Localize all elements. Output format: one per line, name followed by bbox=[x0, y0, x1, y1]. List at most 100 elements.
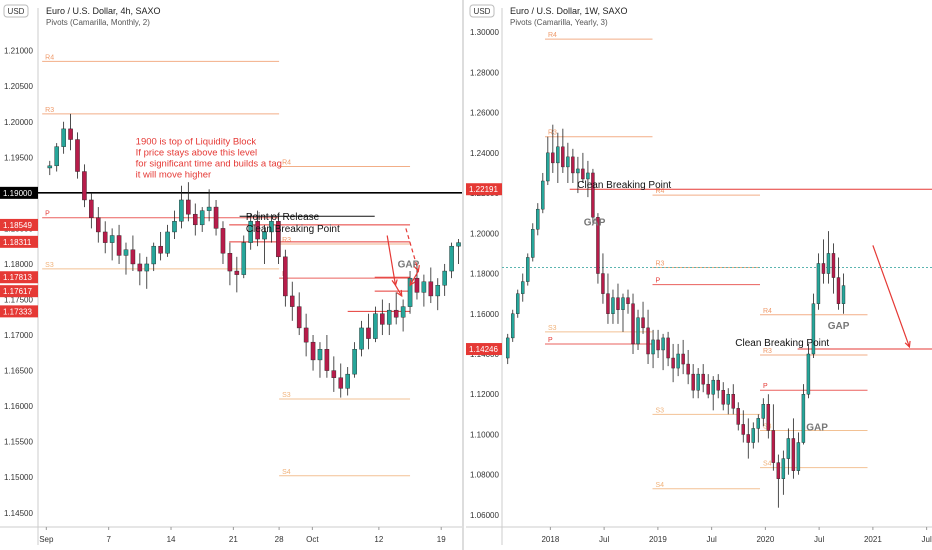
price-label: 1.14246 bbox=[466, 343, 502, 356]
candle-body bbox=[442, 270, 447, 286]
candle-body bbox=[836, 277, 841, 304]
candlestick bbox=[771, 404, 776, 471]
candlestick bbox=[213, 199, 219, 236]
candlestick bbox=[616, 283, 620, 324]
candle-body bbox=[54, 146, 59, 167]
candle-body bbox=[801, 394, 806, 443]
candle-body bbox=[400, 306, 406, 318]
pivot-level-label: R4 bbox=[656, 188, 665, 195]
candle-body bbox=[414, 277, 420, 293]
price-label-text: 1.18549 bbox=[3, 221, 32, 230]
trend-arrow bbox=[872, 245, 911, 349]
candle-body bbox=[234, 270, 240, 275]
candle-body bbox=[179, 199, 184, 222]
candlestick bbox=[386, 303, 392, 336]
y-tick-label: 1.16000 bbox=[470, 310, 499, 319]
price-label-bg bbox=[0, 235, 38, 248]
candle-body bbox=[781, 458, 786, 479]
candle-body bbox=[751, 428, 755, 443]
price-label-text: 1.17813 bbox=[3, 273, 32, 282]
x-tick-label: 28 bbox=[275, 535, 284, 544]
y-tick-label: 1.18000 bbox=[4, 260, 33, 269]
candle-body bbox=[248, 221, 253, 243]
annotation-text: Clean Breaking Point bbox=[246, 224, 340, 235]
price-label-bg bbox=[0, 271, 38, 284]
candlestick bbox=[606, 273, 610, 324]
candle-body bbox=[566, 156, 570, 168]
candle-body bbox=[581, 168, 585, 180]
candlestick bbox=[576, 156, 580, 194]
price-label-bg bbox=[466, 343, 502, 356]
candle-body bbox=[561, 146, 565, 168]
candlestick bbox=[796, 432, 801, 475]
candlestick bbox=[89, 192, 94, 229]
candle-body bbox=[158, 245, 163, 254]
price-label-bg bbox=[466, 183, 502, 196]
candlestick bbox=[262, 224, 267, 264]
candlestick bbox=[516, 289, 520, 318]
pivot-level-label: S3 bbox=[548, 325, 557, 332]
candlestick bbox=[449, 242, 454, 279]
x-tick-label: 2020 bbox=[756, 535, 774, 544]
currency-label: USD bbox=[474, 7, 491, 16]
y-tick-label: 1.20500 bbox=[4, 82, 33, 91]
pivot-level-label: R3 bbox=[656, 261, 665, 268]
candle-body bbox=[766, 404, 771, 431]
candlestick bbox=[359, 320, 364, 357]
candle-body bbox=[551, 152, 555, 164]
candlestick bbox=[641, 301, 645, 334]
candlestick bbox=[54, 143, 59, 172]
candle-body bbox=[656, 339, 660, 351]
candlestick bbox=[561, 128, 565, 173]
note-text-line: 1900 is top of Liquidity Block bbox=[136, 137, 257, 148]
x-tick-label: Oct bbox=[306, 535, 319, 544]
candlestick bbox=[144, 256, 150, 289]
candlestick bbox=[435, 278, 441, 311]
candle-body bbox=[831, 253, 836, 278]
candlestick bbox=[621, 293, 625, 332]
pivot-level-label: S3 bbox=[282, 392, 291, 399]
candlestick bbox=[400, 299, 406, 332]
candlestick bbox=[248, 214, 253, 250]
candle-body bbox=[641, 317, 645, 329]
candlestick bbox=[521, 273, 525, 302]
candlestick bbox=[716, 374, 720, 399]
y-tick-label: 1.15000 bbox=[4, 473, 33, 482]
x-tick-label: Jul bbox=[814, 535, 824, 544]
candle-body bbox=[151, 245, 156, 265]
price-label-bg bbox=[0, 186, 38, 199]
y-tick-label: 1.06000 bbox=[470, 511, 499, 520]
arrow-shaft bbox=[394, 284, 403, 297]
candle-body bbox=[269, 221, 274, 233]
candle-body bbox=[296, 306, 302, 329]
candle-body bbox=[435, 285, 441, 297]
arrow-shaft bbox=[386, 235, 397, 286]
candle-body bbox=[137, 263, 143, 272]
candlestick bbox=[428, 267, 434, 304]
candle-body bbox=[526, 257, 530, 282]
chart-title: Euro / U.S. Dollar, 1W, SAXO bbox=[510, 6, 628, 16]
candlestick bbox=[179, 185, 184, 229]
candle-body bbox=[227, 253, 233, 272]
candlestick bbox=[706, 374, 710, 399]
candlestick bbox=[331, 356, 337, 392]
price-label-bg bbox=[0, 285, 38, 298]
candle-body bbox=[651, 339, 655, 355]
candlestick bbox=[536, 203, 540, 236]
annotation-text: Clean Breaking Point bbox=[577, 180, 671, 191]
candlestick bbox=[123, 242, 129, 275]
candle-body bbox=[631, 303, 635, 345]
candlestick bbox=[591, 168, 595, 224]
candle-body bbox=[352, 349, 357, 375]
candlestick bbox=[581, 152, 585, 184]
arrow-head bbox=[904, 340, 911, 349]
candle-body bbox=[621, 297, 625, 310]
candle-body bbox=[666, 337, 670, 359]
candlestick bbox=[75, 132, 80, 179]
candle-body bbox=[606, 293, 610, 314]
candle-body bbox=[144, 263, 150, 272]
candle-body bbox=[47, 165, 53, 169]
annotation-text: Point of Release bbox=[246, 212, 320, 223]
arrow-head bbox=[396, 289, 403, 298]
candle-body bbox=[338, 377, 344, 389]
